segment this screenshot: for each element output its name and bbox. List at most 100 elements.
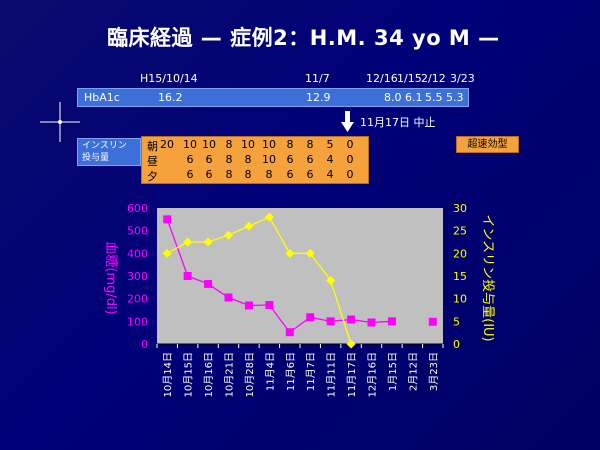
glucose-point — [347, 315, 356, 324]
y-right-tick-label: 10 — [453, 293, 467, 306]
dose-cell: 8 — [244, 168, 252, 181]
y-left-tick-label: 200 — [127, 293, 148, 306]
x-tick-label: 11月7日 — [305, 352, 317, 391]
glucose-point — [326, 317, 335, 326]
sparkle-icon — [40, 102, 80, 142]
dose-cell: 5 — [326, 138, 334, 151]
timeline-date: 2/12 — [421, 72, 446, 85]
dose-row-morning: 朝 20 10 10 8 10 10 8 8 5 0 — [142, 138, 368, 153]
hba1c-bar — [77, 88, 469, 107]
glucose-point — [224, 293, 233, 302]
insulin-point — [264, 212, 274, 222]
x-tick-label: 10月21日 — [224, 352, 236, 397]
dose-cell: 6 — [286, 153, 294, 166]
timeline-date: 3/23 — [450, 72, 475, 85]
glucose-insulin-chart: 0 100 200 300 400 500 600 0 5 10 15 20 25 30 10月14日 10月… — [103, 202, 496, 397]
dose-cell: 0 — [346, 168, 354, 181]
x-tick-label: 10月15日 — [183, 352, 195, 397]
dose-row-label: 朝 — [147, 140, 158, 153]
dose-cell: 6 — [186, 168, 194, 181]
series-line-insulin — [166, 216, 352, 345]
x-tick-label: 12月16日 — [367, 352, 379, 397]
x-tick-label: 3月23日 — [428, 352, 440, 391]
y-right-tick-label: 15 — [453, 270, 467, 283]
y-left-tick-label: 500 — [127, 225, 148, 238]
dose-row-label: 昼 — [147, 155, 158, 168]
dose-cell: 10 — [183, 138, 197, 151]
insulin-dose-label-line1: インスリン — [82, 141, 127, 151]
hba1c-value: 8.0 — [384, 91, 402, 104]
dose-cell: 6 — [286, 168, 294, 181]
dose-cell: 6 — [186, 153, 194, 166]
y-left-tick-label: 300 — [127, 270, 148, 283]
dose-cell: 8 — [265, 168, 273, 181]
y-left-tick-label: 100 — [127, 315, 148, 328]
y-right-tick-label: 30 — [453, 202, 467, 215]
x-tick-label: 10月28日 — [244, 352, 256, 397]
glucose-point — [306, 313, 315, 322]
dose-cell: 8 — [286, 138, 294, 151]
hba1c-value: 16.2 — [158, 91, 183, 104]
stop-note: 11月17日 中止 — [360, 116, 436, 129]
y-right-axis-title: インスリン投与量(IU) — [480, 214, 496, 341]
dose-cell: 10 — [241, 138, 255, 151]
timeline-date: 12/16 — [366, 72, 398, 85]
dose-cell: 10 — [262, 138, 276, 151]
dose-cell: 8 — [225, 168, 233, 181]
hba1c-value: 12.9 — [306, 91, 331, 104]
x-tick-label: 11月4日 — [264, 352, 276, 391]
hba1c-value: 5.5 — [425, 91, 443, 104]
dose-cell: 20 — [160, 138, 174, 151]
down-arrow-icon — [341, 111, 354, 132]
glucose-point — [428, 317, 437, 326]
hba1c-value: 5.3 — [446, 91, 464, 104]
insulin-point — [203, 237, 213, 247]
dose-cell: 8 — [225, 138, 233, 151]
dose-cell: 0 — [346, 138, 354, 151]
hba1c-label: HbA1c — [84, 91, 120, 104]
insulin-point — [244, 221, 254, 231]
y-left-tick-label: 0 — [141, 338, 148, 351]
timeline-date: 1/15 — [397, 72, 422, 85]
y-right-tick-label: 0 — [453, 338, 460, 351]
y-right-tick-label: 20 — [453, 247, 467, 260]
y-left-axis-title: 血糖(mg/dl) — [103, 241, 119, 314]
x-tick-label: 10月16日 — [203, 352, 215, 397]
x-tick-label: 11月11日 — [326, 352, 338, 397]
insulin-dose-label-line2: 投与量 — [82, 153, 110, 163]
glucose-point — [163, 215, 172, 224]
insulin-dose-table: 朝 20 10 10 8 10 10 8 8 5 0 昼 6 6 8 8 10 … — [141, 136, 369, 184]
glucose-point — [285, 328, 294, 337]
glucose-point — [183, 272, 192, 280]
dose-cell: 8 — [244, 153, 252, 166]
dose-cell: 10 — [202, 138, 216, 151]
dose-row-noon: 昼 6 6 8 8 10 6 6 4 0 — [142, 153, 368, 168]
dose-cell: 0 — [346, 153, 354, 166]
insulin-point — [326, 276, 336, 286]
hba1c-value: 6.1 — [405, 91, 423, 104]
slide-title: 臨床経過 — 症例2：H.M. 34 yo M — — [107, 26, 500, 50]
dose-row-label: 夕 — [147, 170, 158, 183]
dose-cell: 6 — [205, 168, 213, 181]
insulin-point — [183, 237, 193, 247]
insulin-dose-label: インスリン 投与量 — [77, 138, 141, 166]
y-left-tick-label: 600 — [127, 202, 148, 215]
rapid-acting-label: 超速効型 — [456, 136, 519, 153]
dose-cell: 8 — [225, 153, 233, 166]
x-tick-label: 1月15日 — [387, 352, 399, 391]
dose-cell: 4 — [326, 168, 334, 181]
glucose-point — [244, 301, 253, 310]
y-left-tick-label: 400 — [127, 247, 148, 260]
glucose-point — [387, 317, 396, 326]
dose-cell: 6 — [205, 153, 213, 166]
dose-cell: 10 — [262, 153, 276, 166]
timeline-date: H15/10/14 — [140, 72, 198, 85]
y-right-tick-label: 5 — [453, 315, 460, 328]
insulin-point — [346, 339, 356, 349]
x-tick-label: 2月12日 — [407, 352, 419, 391]
x-tick-label: 11月17日 — [346, 352, 358, 397]
glucose-point — [204, 279, 213, 288]
dose-cell: 8 — [306, 138, 314, 151]
dose-cell: 4 — [326, 153, 334, 166]
plot-area — [157, 208, 443, 344]
